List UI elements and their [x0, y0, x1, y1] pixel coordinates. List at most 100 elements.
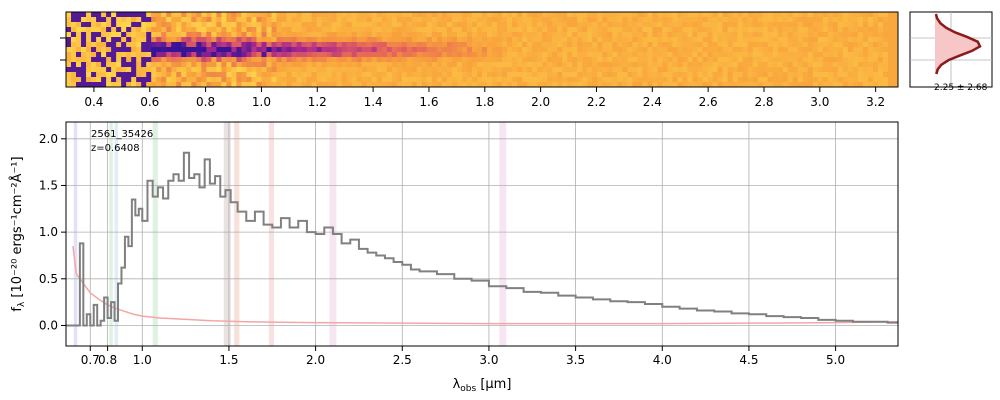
heatmap-cell	[527, 57, 533, 63]
heatmap-cell	[251, 37, 257, 43]
heatmap-cell	[146, 32, 152, 38]
heatmap-cell	[502, 42, 508, 48]
heatmap-cell	[466, 32, 473, 38]
heatmap-cell	[887, 57, 894, 63]
heatmap-cell	[116, 72, 122, 78]
heatmap-cell	[787, 32, 794, 38]
heatmap-cell	[311, 82, 318, 88]
heatmap-cell	[446, 47, 453, 53]
heatmap-cell	[281, 42, 287, 48]
heatmap-cell	[261, 72, 267, 78]
heatmap-cell	[507, 77, 513, 83]
heatmap-cell	[877, 72, 884, 78]
heatmap-cell	[146, 57, 152, 63]
heatmap-cell	[662, 67, 668, 73]
heatmap-cell	[777, 62, 784, 68]
heatmap-cell	[241, 52, 247, 58]
heatmap-cell	[266, 22, 272, 28]
heatmap-cell	[271, 42, 277, 48]
heatmap-cell	[461, 42, 468, 48]
heatmap-cell	[396, 32, 403, 38]
heat-x-tick-label: 1.2	[308, 95, 327, 109]
heatmap-cell	[732, 22, 739, 28]
heatmap-cell	[71, 77, 77, 83]
heatmap-cell	[537, 12, 543, 18]
heatmap-cell	[476, 37, 483, 43]
heatmap-cell	[572, 62, 578, 68]
heatmap-cell	[456, 27, 463, 33]
heatmap-cell	[216, 32, 222, 38]
heatmap-cell	[446, 62, 453, 68]
heatmap-cell	[487, 32, 493, 38]
heatmap-cell	[156, 32, 162, 38]
heatmap-cell	[96, 42, 102, 48]
heatmap-cell	[321, 12, 328, 18]
heatmap-cell	[832, 52, 839, 58]
heatmap-cell	[301, 27, 307, 33]
heatmap-cell	[311, 42, 318, 48]
heatmap-cell	[722, 12, 728, 18]
heatmap-cell	[572, 77, 578, 83]
heatmap-cell	[441, 37, 448, 43]
heatmap-cell	[101, 82, 107, 88]
heatmap-cell	[662, 72, 668, 78]
heatmap-cell	[602, 72, 608, 78]
heatmap-cell	[66, 72, 72, 78]
heatmap-cell	[832, 47, 839, 53]
heatmap-cell	[461, 22, 468, 28]
heatmap-cell	[577, 17, 583, 23]
heatmap-cell	[456, 22, 463, 28]
heatmap-cell	[141, 62, 147, 68]
heatmap-cell	[136, 12, 142, 18]
heatmap-cell	[376, 72, 383, 78]
heatmap-cell	[862, 42, 869, 48]
heatmap-cell	[847, 27, 854, 33]
heatmap-cell	[411, 37, 418, 43]
heatmap-cell	[71, 67, 77, 73]
heatmap-cell	[331, 17, 338, 23]
heatmap-cell	[672, 77, 678, 83]
heatmap-cell	[301, 82, 307, 88]
heatmap-cell	[512, 17, 518, 23]
heatmap-cell	[712, 62, 718, 68]
heatmap-cell	[221, 17, 227, 23]
heatmap-cell	[286, 67, 292, 73]
heatmap-cell	[366, 52, 373, 58]
heatmap-cell	[837, 47, 844, 53]
heatmap-cell	[622, 57, 628, 63]
heatmap-cell	[692, 52, 698, 58]
heatmap-cell	[326, 37, 333, 43]
heatmap-cell	[251, 62, 257, 68]
heatmap-cell	[687, 22, 693, 28]
heatmap-cell	[692, 27, 698, 33]
heatmap-cell	[752, 62, 759, 68]
heatmap-cell	[281, 72, 287, 78]
heatmap-cell	[737, 22, 744, 28]
heatmap-cell	[587, 82, 593, 88]
heatmap-cell	[652, 32, 658, 38]
heatmap-cell	[582, 82, 588, 88]
heatmap-cell	[642, 62, 648, 68]
heatmap-cell	[441, 32, 448, 38]
heatmap-cell	[662, 47, 668, 53]
heatmap-cell	[512, 22, 518, 28]
heatmap-cell	[141, 52, 147, 58]
heatmap-cell	[441, 82, 448, 88]
heatmap-cell	[722, 27, 728, 33]
heatmap-cell	[742, 17, 749, 23]
heatmap-cell	[96, 77, 102, 83]
heatmap-cell	[747, 57, 754, 63]
heatmap-cell	[892, 42, 899, 48]
heatmap-cell	[371, 32, 378, 38]
heatmap-cell	[622, 62, 628, 68]
heatmap-cell	[612, 72, 618, 78]
heatmap-cell	[411, 32, 418, 38]
heatmap-cell	[476, 32, 483, 38]
heatmap-cell	[291, 37, 297, 43]
heatmap-cell	[141, 47, 147, 53]
heatmap-cell	[446, 22, 453, 28]
heatmap-cell	[406, 77, 413, 83]
heatmap-cell	[822, 67, 829, 73]
heatmap-cell	[822, 82, 829, 88]
heatmap-cell	[231, 32, 237, 38]
